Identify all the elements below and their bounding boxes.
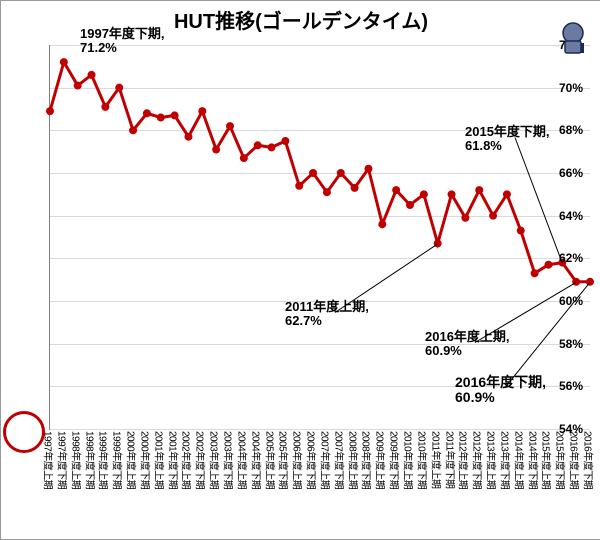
plot-area: 1997年度下期,71.2%2011年度上期,62.7%2015年度下期,61.… — [49, 45, 590, 430]
x-tick-label: 2007年度下期 — [332, 431, 347, 489]
annotation-label: 2015年度下期,61.8% — [465, 125, 550, 154]
series-marker — [101, 103, 109, 111]
series-marker — [517, 227, 525, 235]
series-marker — [337, 169, 345, 177]
annotation-label: 2016年度下期,60.9% — [455, 375, 546, 406]
x-tick-label: 2004年度上期 — [235, 431, 250, 489]
series-marker — [254, 141, 262, 149]
x-tick-label: 1997年度上期 — [42, 431, 57, 489]
annotation-label: 2016年度上期,60.9% — [425, 330, 510, 359]
series-marker — [240, 154, 248, 162]
series-line — [50, 62, 590, 282]
x-tick-label: 2016年度下期 — [582, 431, 597, 489]
x-tick-label: 2009年度下期 — [388, 431, 403, 489]
y-tick-label: 66% — [559, 166, 600, 180]
x-tick-label: 2011年度上期 — [429, 431, 444, 489]
series-marker — [364, 165, 372, 173]
series-marker — [74, 82, 82, 90]
series-svg — [50, 45, 590, 429]
series-marker — [60, 58, 68, 66]
y-tick-label: 64% — [559, 209, 600, 223]
series-marker — [461, 214, 469, 222]
x-tick-label: 2003年度下期 — [222, 431, 237, 489]
series-marker — [129, 126, 137, 134]
y-tick-label: 62% — [559, 251, 600, 265]
x-tick-label: 2010年度下期 — [415, 431, 430, 489]
series-marker — [143, 109, 151, 117]
series-marker — [309, 169, 317, 177]
series-marker — [88, 71, 96, 79]
series-marker — [378, 220, 386, 228]
series-marker — [171, 111, 179, 119]
series-marker — [115, 84, 123, 92]
x-tick-label: 2013年度上期 — [485, 431, 500, 489]
highlight-circle — [3, 411, 45, 453]
mascot-icon — [555, 19, 591, 55]
series-marker — [406, 201, 414, 209]
series-marker — [503, 190, 511, 198]
gridline — [50, 429, 590, 430]
series-marker — [544, 261, 552, 269]
series-marker — [281, 137, 289, 145]
annotation-label: 2011年度上期,62.7% — [285, 300, 369, 329]
x-tick-label: 2000年度上期 — [125, 431, 140, 489]
x-tick-label: 2012年度下期 — [471, 431, 486, 489]
annotation-label: 1997年度下期,71.2% — [80, 27, 165, 56]
x-tick-label: 1998年度上期 — [69, 431, 84, 489]
series-marker — [212, 146, 220, 154]
x-tick-label: 2000年度下期 — [138, 431, 153, 489]
series-marker — [184, 133, 192, 141]
x-tick-label: 2001年度上期 — [152, 431, 167, 489]
series-marker — [268, 143, 276, 151]
x-tick-label: 2016年度上期 — [568, 431, 583, 489]
x-tick-label: 2014年度上期 — [512, 431, 527, 489]
series-marker — [420, 190, 428, 198]
x-tick-label: 2013年度下期 — [498, 431, 513, 489]
x-tick-label: 2007年度上期 — [318, 431, 333, 489]
series-marker — [157, 114, 165, 122]
x-tick-label: 1997年度下期 — [55, 431, 70, 489]
x-tick-label: 2006年度上期 — [291, 431, 306, 489]
series-marker — [489, 212, 497, 220]
series-marker — [295, 182, 303, 190]
x-tick-label: 1999年度下期 — [111, 431, 126, 489]
series-marker — [198, 107, 206, 115]
x-tick-label: 2004年度下期 — [249, 431, 264, 489]
series-marker — [351, 184, 359, 192]
series-marker — [531, 269, 539, 277]
series-marker — [392, 186, 400, 194]
series-marker — [46, 107, 54, 115]
y-tick-label: 70% — [559, 81, 600, 95]
series-marker — [323, 188, 331, 196]
x-tick-label: 2003年度上期 — [208, 431, 223, 489]
y-tick-label: 56% — [559, 379, 600, 393]
x-tick-label: 2006年度下期 — [305, 431, 320, 489]
x-tick-label: 2010年度上期 — [402, 431, 417, 489]
y-tick-label: 58% — [559, 337, 600, 351]
y-tick-label: 68% — [559, 123, 600, 137]
series-marker — [226, 122, 234, 130]
series-marker — [475, 186, 483, 194]
series-marker — [448, 190, 456, 198]
y-tick-label: 60% — [559, 294, 600, 308]
